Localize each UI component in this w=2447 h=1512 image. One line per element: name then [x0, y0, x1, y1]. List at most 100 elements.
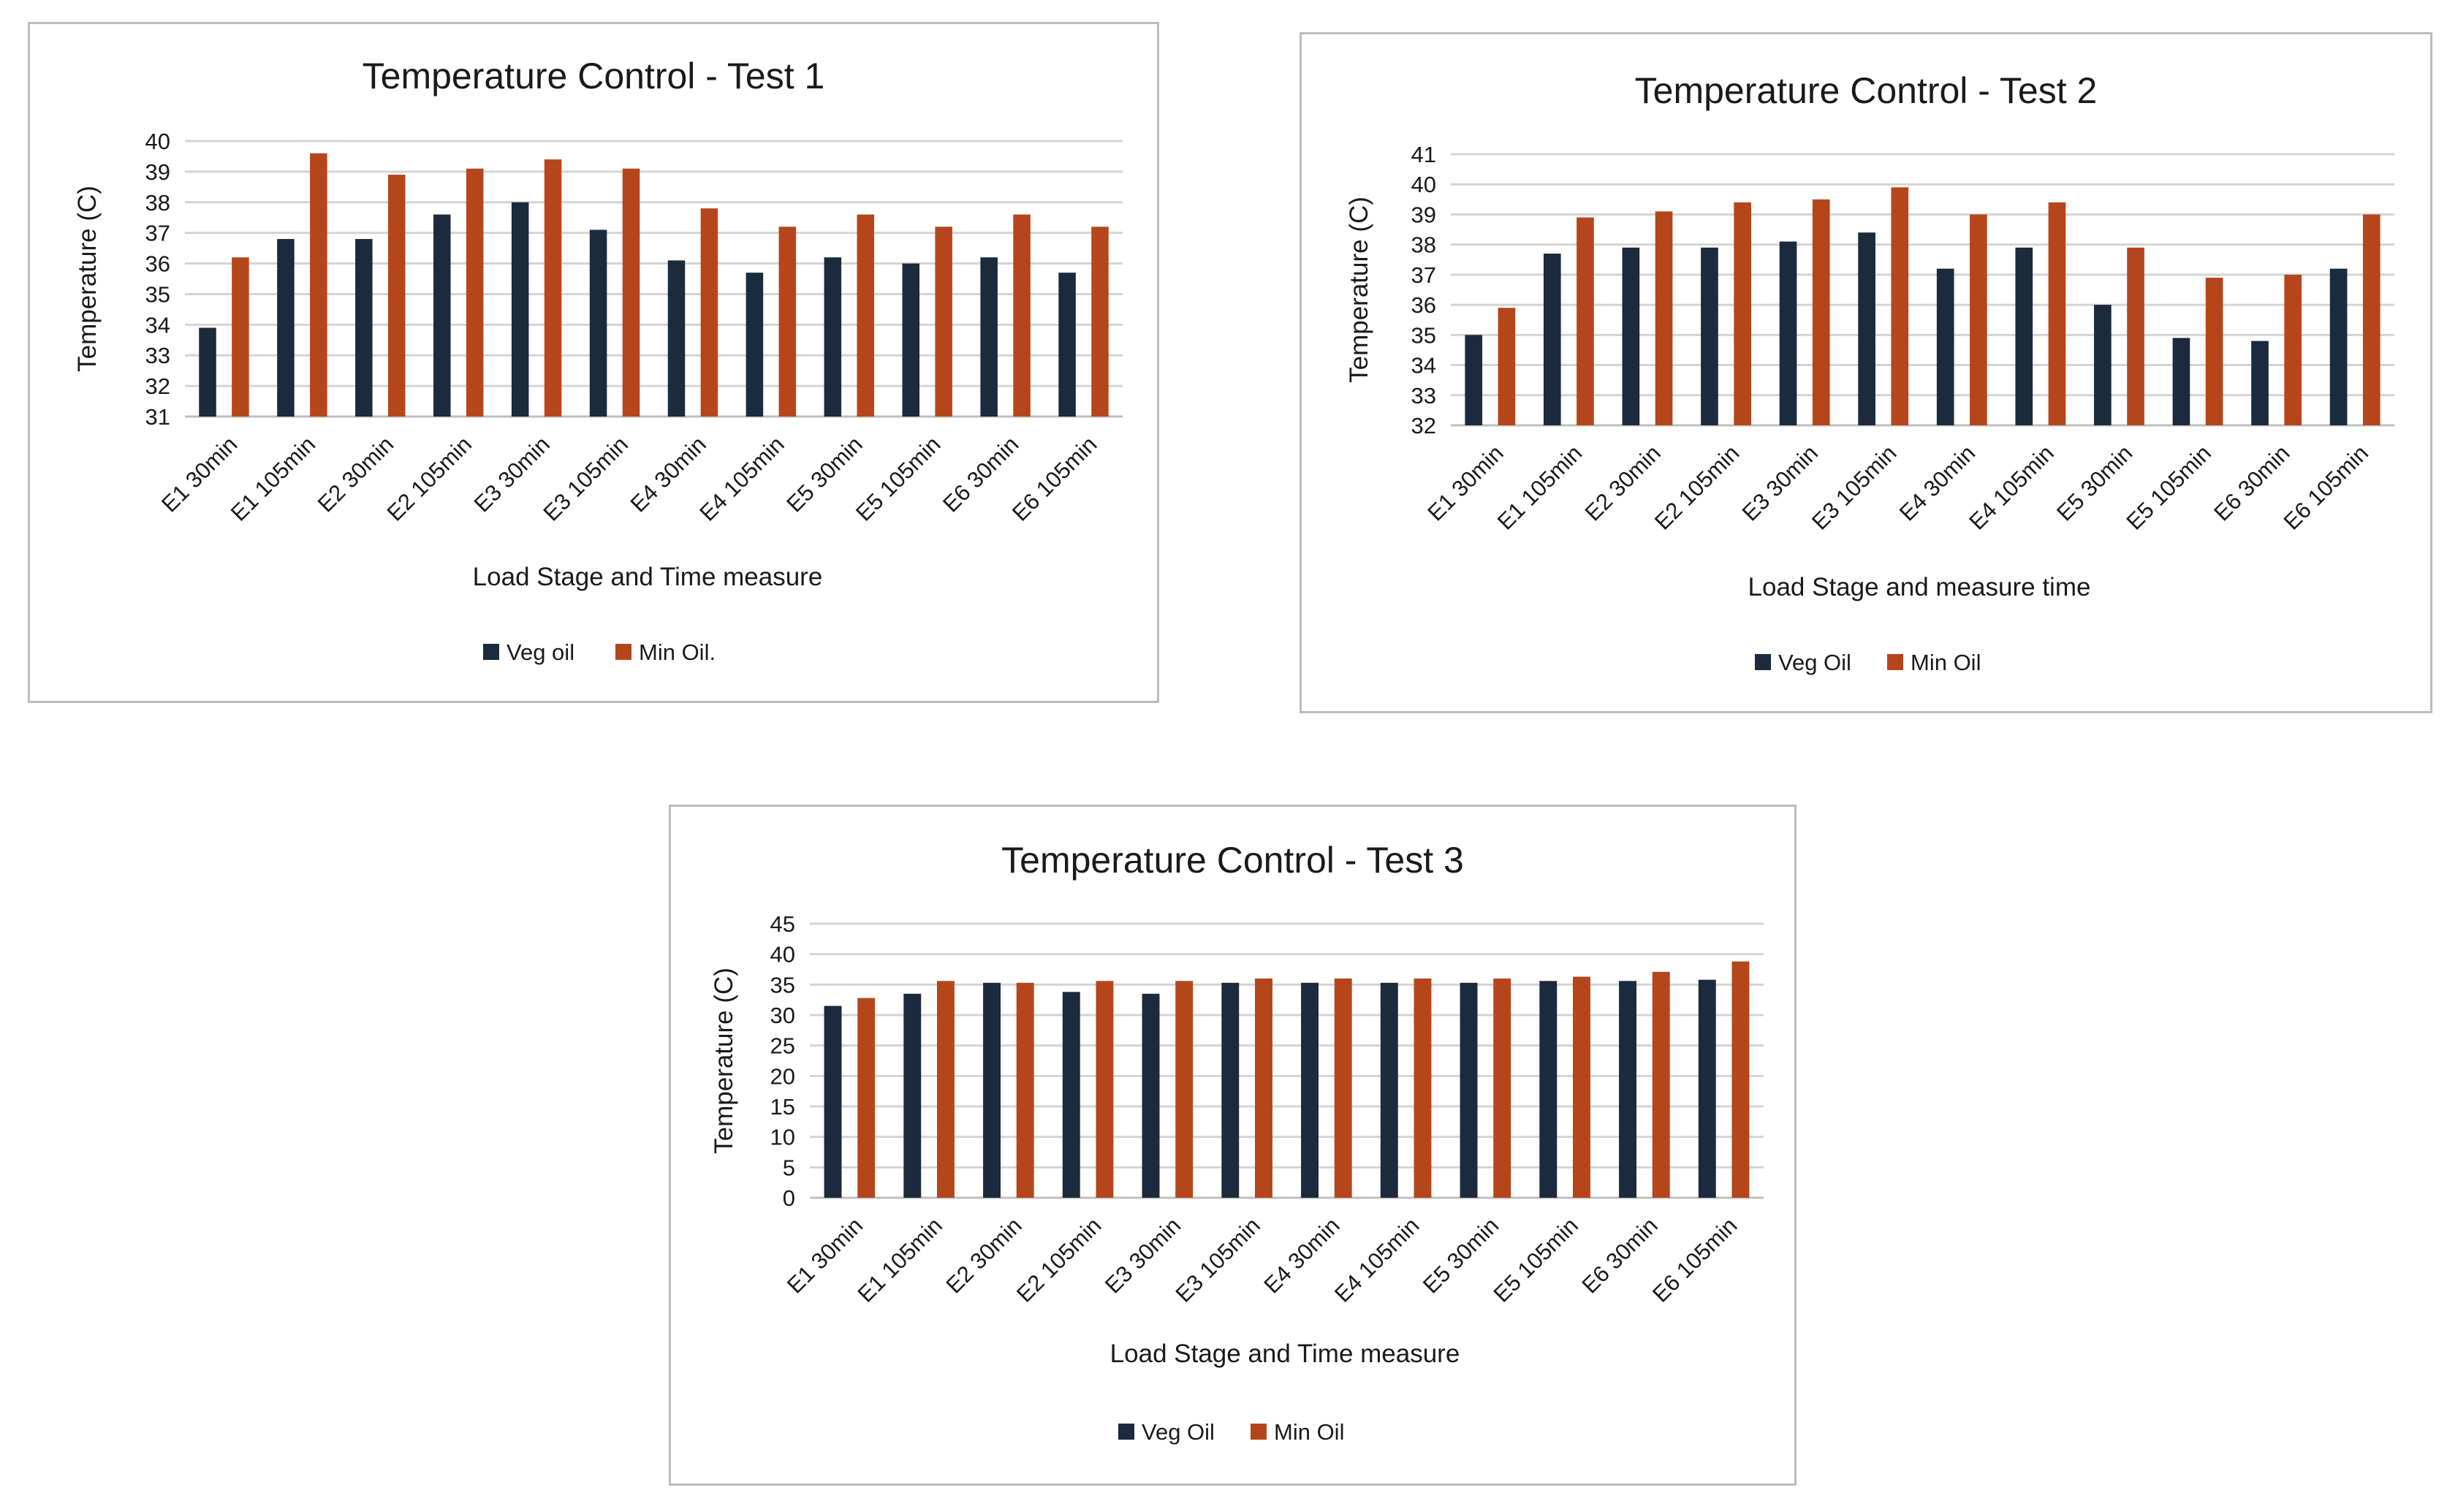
bar-min-oil	[1334, 979, 1352, 1198]
chart-svg: Temperature Control - Test 3 0 5 10 15 20 25 30…	[710, 840, 1764, 1445]
chart-test-2: Temperature Control - Test 2 32 33 34 35 36 37…	[1300, 32, 2432, 713]
y-tick-label: 35	[770, 972, 795, 998]
bar-min-oil	[1498, 308, 1516, 425]
bar-veg-oil	[1936, 268, 1954, 425]
bar-min-oil	[1175, 981, 1194, 1198]
y-axis-label: Temperature (C)	[710, 968, 738, 1154]
y-tick-label: 37	[1411, 262, 1436, 288]
chart-title: Temperature Control - Test 2	[1635, 70, 2098, 111]
bar-min-oil	[622, 168, 640, 417]
chart-svg: Temperature Control - Test 1 31 32 33 34 35 36…	[73, 56, 1123, 665]
bar-veg-oil	[1858, 232, 1875, 425]
x-tick-label: E2 105min	[1650, 440, 1745, 535]
bar-min-oil	[1016, 982, 1034, 1198]
x-tick-label: E5 105min	[851, 431, 946, 526]
bar-min-oil	[2362, 214, 2380, 425]
bar-veg-oil	[1380, 982, 1398, 1198]
x-tick-label: E1 105min	[226, 431, 321, 526]
bar-veg-oil	[980, 257, 998, 417]
y-tick-label: 36	[1411, 292, 1436, 318]
y-tick-label: 35	[1411, 322, 1436, 348]
y-tick-label: 45	[770, 911, 795, 937]
bar-min-oil	[1731, 961, 1750, 1198]
bar-min-oil	[1255, 979, 1272, 1198]
x-tick-label: E2 30min	[941, 1212, 1026, 1298]
bar-min-oil	[1891, 187, 1909, 425]
x-tick-label: E6 105min	[1007, 431, 1102, 526]
legend-label-veg-oil: Veg Oil	[1778, 650, 1851, 675]
bar-veg-oil	[199, 327, 216, 417]
chart-title: Temperature Control - Test 1	[363, 56, 825, 96]
y-tick-label: 35	[145, 281, 170, 307]
y-tick-label: 34	[145, 312, 170, 338]
legend-swatch-min-oil	[1251, 1424, 1267, 1440]
bar-veg-oil	[1779, 241, 1797, 425]
x-axis-label: Load Stage and Time measure	[473, 563, 823, 591]
x-tick-label: E4 105min	[1329, 1212, 1424, 1307]
bar-min-oil	[857, 214, 875, 417]
bar-veg-oil	[355, 239, 373, 417]
chart-test-3: Temperature Control - Test 3 0 5 10 15 20 25 30…	[669, 805, 1797, 1486]
y-tick-label: 25	[770, 1033, 795, 1059]
bar-min-oil	[232, 257, 249, 417]
x-tick-label: E1 105min	[853, 1212, 948, 1307]
legend-swatch-min-oil	[615, 644, 631, 660]
bar-veg-oil	[1701, 247, 1718, 425]
bar-min-oil	[1734, 202, 1751, 425]
bar-veg-oil	[983, 982, 1001, 1198]
x-tick-label: E4 105min	[694, 431, 789, 526]
bar-veg-oil	[1539, 981, 1558, 1198]
legend-swatch-veg-oil	[483, 644, 499, 660]
y-axis-label: Temperature (C)	[1345, 197, 1373, 383]
x-tick-label: E3 105min	[1807, 440, 1902, 535]
y-tick-label: 32	[1411, 413, 1436, 438]
bar-veg-oil	[2329, 268, 2348, 425]
bar-veg-oil	[511, 202, 529, 417]
bar-min-oil	[778, 227, 797, 417]
bar-min-oil	[2127, 247, 2144, 425]
x-tick-label: E3 105min	[1171, 1212, 1266, 1307]
y-tick-label: 34	[1411, 353, 1436, 379]
x-tick-label: E5 105min	[2121, 440, 2216, 535]
bar-min-oil	[1577, 217, 1594, 425]
x-tick-label: E4 30min	[1259, 1212, 1344, 1298]
x-tick-label: E4 105min	[1964, 440, 2059, 535]
x-tick-label: E6 105min	[2279, 440, 2374, 535]
y-tick-label: 40	[770, 942, 795, 968]
y-tick-label: 10	[770, 1125, 795, 1150]
bar-veg-oil	[1619, 981, 1636, 1198]
legend-label-veg-oil: Veg oil	[507, 639, 574, 665]
bar-min-oil	[544, 159, 562, 417]
bar-min-oil	[2284, 274, 2302, 425]
x-axis-label: Load Stage and measure time	[1748, 573, 2091, 601]
bar-min-oil	[935, 227, 952, 417]
bar-veg-oil	[277, 239, 295, 417]
bar-veg-oil	[1062, 992, 1080, 1198]
bar-veg-oil	[824, 1006, 842, 1198]
bar-min-oil	[1091, 227, 1109, 417]
bar-veg-oil	[1301, 982, 1319, 1198]
y-tick-label: 39	[1411, 202, 1436, 227]
bar-min-oil	[1812, 199, 1830, 425]
legend-swatch-veg-oil	[1118, 1424, 1134, 1440]
x-tick-label: E5 105min	[1489, 1212, 1584, 1307]
bar-veg-oil	[1543, 254, 1561, 425]
bar-min-oil	[310, 153, 327, 417]
bar-min-oil	[1573, 976, 1590, 1198]
x-tick-label: E6 30min	[1577, 1212, 1662, 1298]
x-tick-label: E2 105min	[382, 431, 477, 526]
chart-test-1: Temperature Control - Test 1 31 32 33 34 35 36…	[28, 22, 1159, 703]
bar-veg-oil	[2172, 338, 2190, 425]
bar-veg-oil	[903, 993, 922, 1198]
bar-min-oil	[387, 175, 406, 417]
bar-veg-oil	[589, 229, 607, 417]
y-tick-label: 36	[145, 251, 170, 277]
bar-veg-oil	[1058, 273, 1076, 417]
bar-min-oil	[1414, 979, 1432, 1198]
legend-label-veg-oil: Veg Oil	[1142, 1419, 1215, 1445]
bar-veg-oil	[667, 260, 686, 417]
y-tick-label: 40	[145, 129, 170, 154]
bar-min-oil	[700, 208, 718, 417]
y-tick-label: 15	[770, 1094, 795, 1120]
x-axis-label: Load Stage and Time measure	[1110, 1340, 1460, 1368]
